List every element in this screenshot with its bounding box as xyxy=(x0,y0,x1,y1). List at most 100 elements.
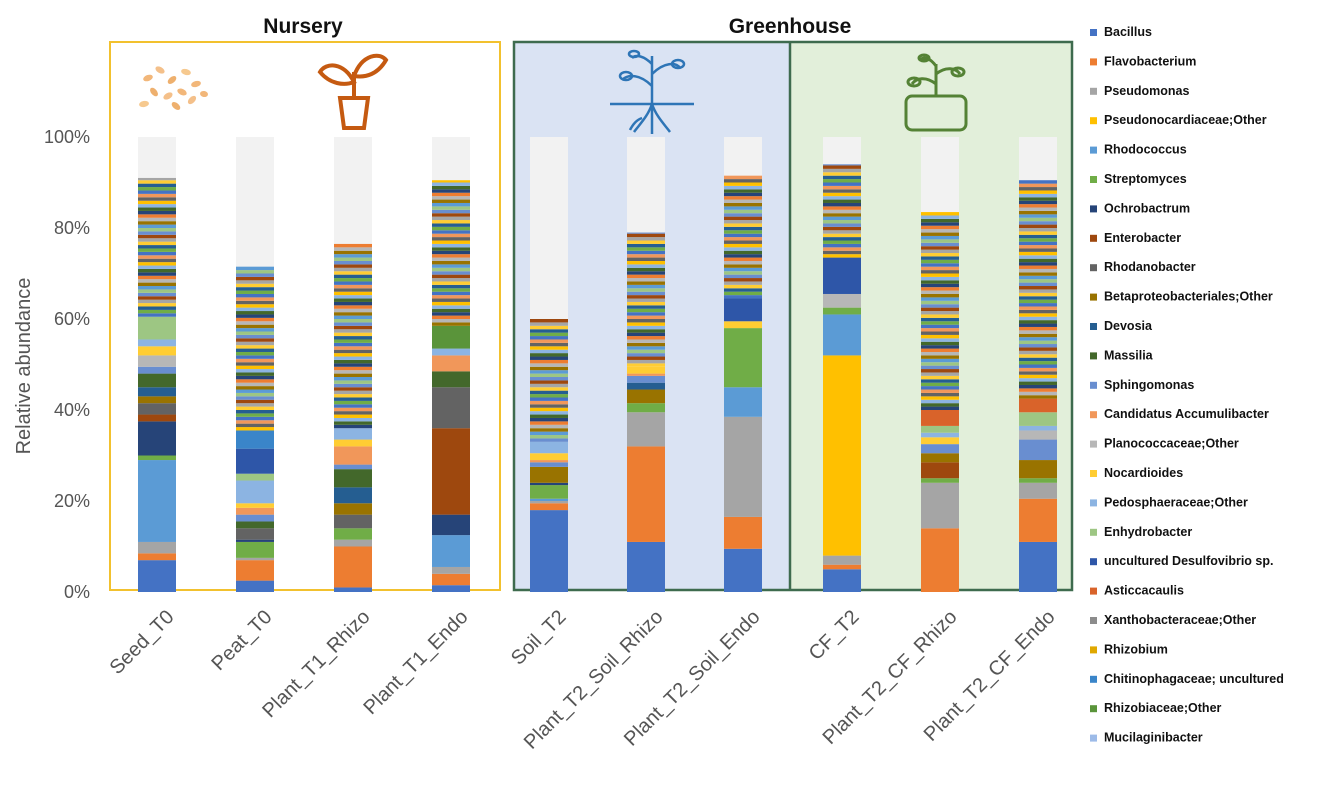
bar-segment-minor xyxy=(823,202,861,207)
bar-segment-minor xyxy=(236,287,274,291)
bar-segment xyxy=(334,464,372,470)
bar-segment-minor xyxy=(921,311,959,315)
bar-segment-minor xyxy=(724,274,762,279)
bar-segment-minor xyxy=(530,356,568,360)
bar-segment xyxy=(921,478,959,483)
bar-segment-minor xyxy=(921,229,959,233)
bar-segment-minor xyxy=(627,336,665,340)
bar-segment-minor xyxy=(334,264,372,268)
bar-segment-minor xyxy=(921,259,959,264)
bar-segment-minor xyxy=(530,349,568,354)
bar-segment-minor xyxy=(724,182,762,186)
legend-label: Pedosphaeraceae;Other xyxy=(1104,495,1248,509)
bar-segment-minor xyxy=(724,291,762,296)
bar-segment xyxy=(627,373,665,376)
bar-segment-minor xyxy=(334,250,372,255)
bar-segment-minor xyxy=(724,233,762,238)
bar-segment-minor xyxy=(334,247,372,251)
legend-label: Flavobacterium xyxy=(1104,54,1196,68)
bar-segment-minor xyxy=(530,407,568,412)
bar-segment-minor xyxy=(334,414,372,418)
potted-plant-icon xyxy=(317,53,389,130)
bar-segment-minor xyxy=(1019,238,1057,242)
legend-swatch xyxy=(1090,646,1097,654)
bar-segment-minor xyxy=(1019,371,1057,375)
bar-segment xyxy=(530,482,568,486)
bar-segment-minor xyxy=(138,286,176,290)
bar-segment-minor xyxy=(921,389,959,393)
bar-segment-minor xyxy=(530,397,568,401)
bar-segment-minor xyxy=(236,273,274,277)
bar-segment-minor xyxy=(530,332,568,337)
bar-segment-minor xyxy=(921,300,959,305)
legend-label: Candidatus Accumulibacter xyxy=(1104,407,1269,421)
bar-segment-minor xyxy=(432,243,470,248)
bar-segment-minor xyxy=(236,324,274,329)
bar-segment-minor xyxy=(334,366,372,371)
legend-swatch xyxy=(1090,146,1097,154)
bar-segment-minor xyxy=(334,308,372,313)
legend-label: Streptomyces xyxy=(1104,172,1187,186)
bar-segment-minor xyxy=(334,400,372,405)
bar-segment xyxy=(921,432,959,438)
bar-segment xyxy=(724,387,762,417)
bar-segment-minor xyxy=(530,377,568,381)
bar-segment-minor xyxy=(1019,286,1057,290)
bar-segment xyxy=(236,560,274,581)
bar-segment-minor xyxy=(334,387,372,391)
bar-segment xyxy=(724,298,762,322)
bar-segment-minor xyxy=(823,247,861,251)
bar-segment xyxy=(724,516,762,549)
bar-segment-minor xyxy=(432,223,470,227)
bar-segment-minor xyxy=(724,206,762,210)
category-label: Peat_T0 xyxy=(208,606,277,675)
bar-segment-minor xyxy=(138,262,176,266)
bar-segment-minor xyxy=(921,372,959,376)
bar-segment-minor xyxy=(1019,309,1057,314)
bar-segment-minor xyxy=(530,370,568,374)
bar-segment-minor xyxy=(921,386,959,390)
nursery-panel xyxy=(109,41,501,591)
bar-segment-minor xyxy=(1019,197,1057,201)
bar-segment-minor xyxy=(921,270,959,274)
bar-segment-minor xyxy=(627,322,665,326)
bar-segment-minor xyxy=(921,351,959,356)
bar-segment-minor xyxy=(236,328,274,332)
bar-segment-minor xyxy=(236,406,274,410)
bar-segment-minor xyxy=(627,250,665,255)
bar-segment xyxy=(432,355,470,372)
bar-segment-minor xyxy=(1019,306,1057,310)
bar-segment-minor xyxy=(334,394,372,398)
legend-swatch xyxy=(1090,293,1097,301)
bar-segment-minor xyxy=(432,284,470,289)
bar-segment-minor xyxy=(823,199,861,203)
bar-segment-minor xyxy=(921,314,959,318)
bar-segment-minor xyxy=(334,325,372,330)
legend-label: Ochrobactrum xyxy=(1104,201,1190,215)
group-title-nursery: Nursery xyxy=(263,15,343,38)
bar-segment-minor xyxy=(921,242,959,247)
bar-segment xyxy=(236,507,274,515)
bar-segment-minor xyxy=(921,331,959,335)
legend-label: Xanthobacteraceae;Other xyxy=(1104,613,1256,627)
bar-segment-minor xyxy=(432,189,470,193)
bar-segment-minor xyxy=(724,237,762,241)
bar-segment-minor xyxy=(236,427,274,431)
bar-segment-minor xyxy=(334,288,372,292)
bar-segment-minor xyxy=(432,237,470,241)
bar-segment-minor xyxy=(724,278,762,282)
bar-segment xyxy=(236,539,274,542)
plant-container-icon xyxy=(904,53,968,132)
bar-segment-minor xyxy=(1019,262,1057,266)
bar-segment xyxy=(921,453,959,463)
bar-segment-minor xyxy=(334,363,372,367)
legend-swatch xyxy=(1090,29,1097,36)
bar-segment xyxy=(1019,430,1057,440)
legend-label: Bacillus xyxy=(1104,25,1152,39)
bar-segment-minor xyxy=(724,202,762,207)
bar-segment-minor xyxy=(432,267,470,272)
bar-segment xyxy=(530,453,568,461)
bar-segment-minor xyxy=(823,216,861,221)
bar-segment-minor xyxy=(334,383,372,388)
